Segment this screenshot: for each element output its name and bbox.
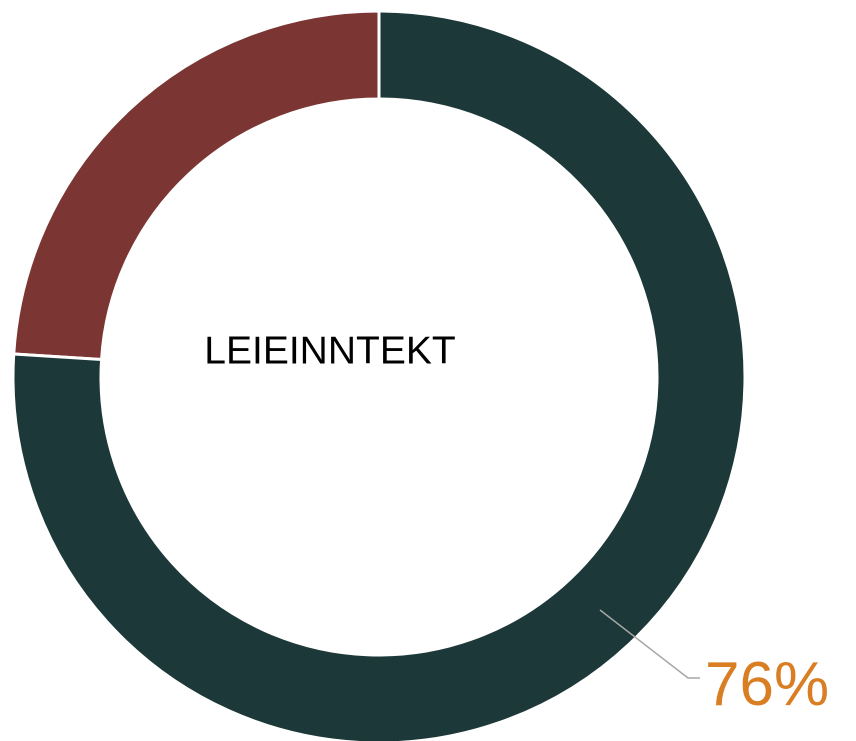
center-title: LEIEINNTEKT — [204, 329, 455, 372]
leader-line — [599, 609, 700, 679]
data-label: 76% — [705, 650, 829, 719]
donut-segment — [12, 9, 381, 362]
donut-segment — [11, 9, 747, 741]
